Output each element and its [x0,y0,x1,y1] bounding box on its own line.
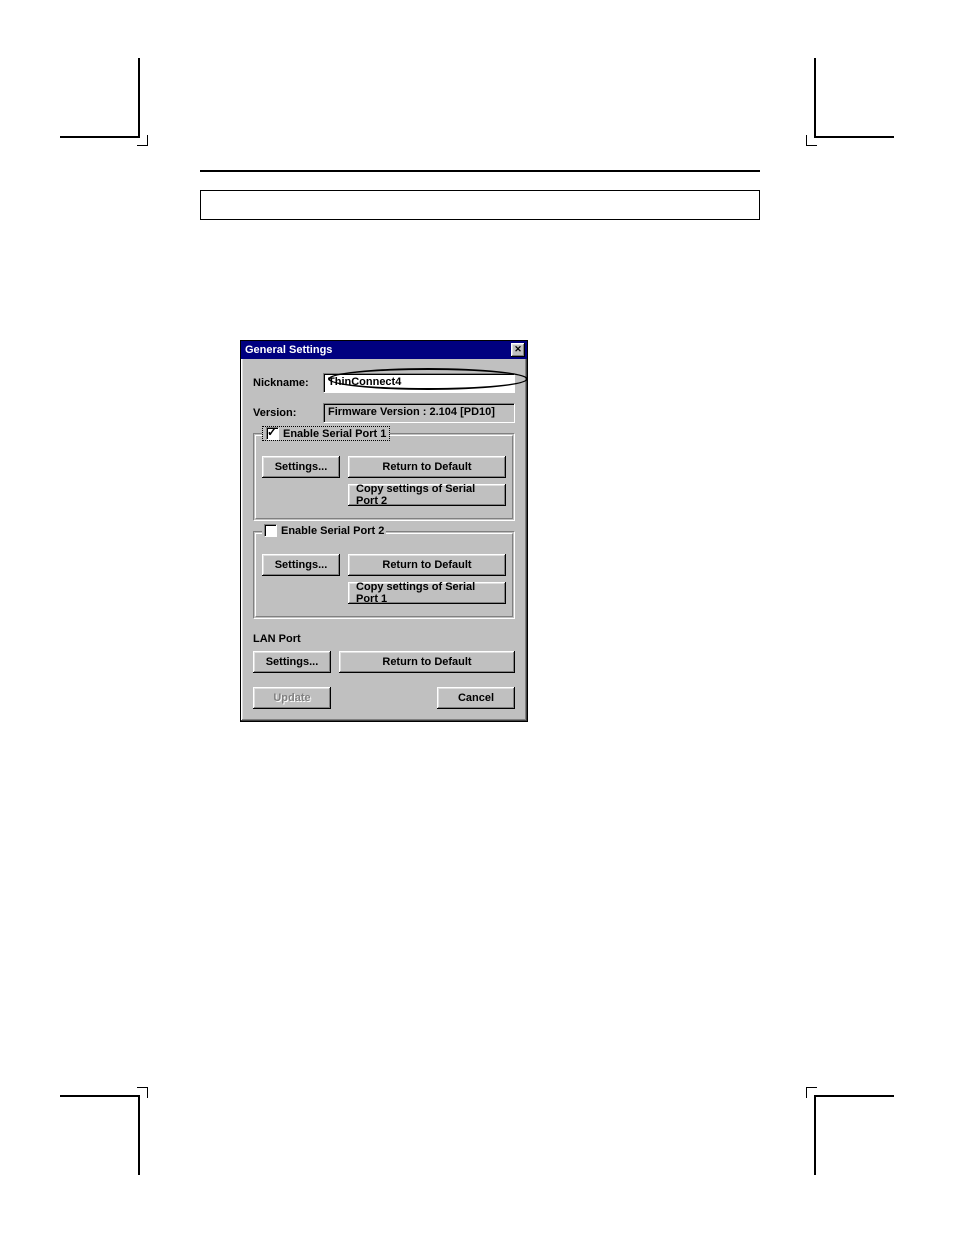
caption-box [200,190,760,220]
lan-return-default-button[interactable]: Return to Default [339,651,515,673]
port1-return-default-button[interactable]: Return to Default [348,456,506,478]
port1-copy-button[interactable]: Copy settings of Serial Port 2 [348,484,506,506]
spacer [262,582,340,604]
update-button[interactable]: Update [253,687,331,709]
enable-serial-port-1-label: Enable Serial Port 1 [283,428,386,440]
port2-copy-button[interactable]: Copy settings of Serial Port 1 [348,582,506,604]
window-title: General Settings [245,344,332,356]
titlebar[interactable]: General Settings ✕ [241,341,527,359]
crop-mark [60,58,140,138]
enable-serial-port-2-checkbox[interactable] [264,524,277,537]
port2-settings-button[interactable]: Settings... [262,554,340,576]
general-settings-dialog: General Settings ✕ Nickname: ThinConnect… [240,340,528,722]
crop-mark [814,58,894,138]
crop-mark [814,1095,894,1175]
crop-mark [60,1095,140,1175]
serial-port-2-legend[interactable]: Enable Serial Port 2 [262,524,386,537]
port1-settings-button[interactable]: Settings... [262,456,340,478]
port2-return-default-button[interactable]: Return to Default [348,554,506,576]
enable-serial-port-1-checkbox[interactable] [266,427,279,440]
serial-port-1-legend[interactable]: Enable Serial Port 1 [262,426,390,441]
spacer [262,484,340,506]
version-label: Version: [253,407,323,419]
divider [200,170,760,172]
version-value: Firmware Version : 2.104 [PD10] [323,403,515,423]
nickname-label: Nickname: [253,377,323,389]
close-icon: ✕ [514,344,522,354]
lan-port-label: LAN Port [253,633,515,645]
enable-serial-port-2-label: Enable Serial Port 2 [281,525,384,537]
cancel-button[interactable]: Cancel [437,687,515,709]
lan-settings-button[interactable]: Settings... [253,651,331,673]
serial-port-1-group: Enable Serial Port 1 Settings... Return … [253,433,515,521]
highlight-ellipse [328,368,528,390]
serial-port-2-group: Enable Serial Port 2 Settings... Return … [253,531,515,619]
close-button[interactable]: ✕ [511,343,525,357]
